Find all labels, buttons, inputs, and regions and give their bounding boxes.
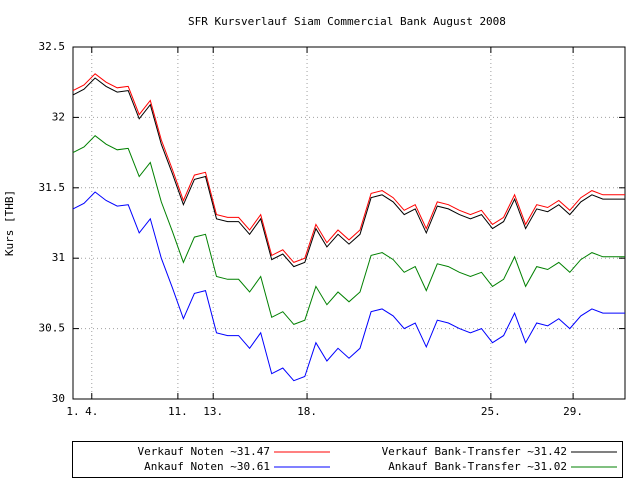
y-tick-label: 32.5 <box>39 40 66 53</box>
legend-label: Ankauf Noten ~30.61 <box>144 460 270 473</box>
chart-title: SFR Kursverlauf Siam Commercial Bank Aug… <box>188 15 506 28</box>
data-line <box>72 135 625 325</box>
x-tick-label: 4. <box>85 405 98 418</box>
y-tick-label: 30.5 <box>39 322 66 335</box>
x-tick-label: 11. <box>168 405 188 418</box>
legend-label: Verkauf Noten ~31.47 <box>138 445 270 458</box>
data-line <box>72 191 625 382</box>
x-tick-label: 13. <box>203 405 223 418</box>
x-tick-label: 25. <box>481 405 501 418</box>
legend-box <box>72 441 623 478</box>
y-tick-label: 31 <box>52 251 65 264</box>
x-tick-label: 29. <box>563 405 583 418</box>
y-tick-label: 30 <box>52 392 65 405</box>
x-tick-label: 1. <box>66 405 79 418</box>
legend-label: Ankauf Bank-Transfer ~31.02 <box>388 460 567 473</box>
plot-frame <box>72 46 626 400</box>
y-tick-label: 32 <box>52 110 65 123</box>
data-line <box>72 73 625 263</box>
data-line <box>72 77 625 268</box>
x-tick-label: 18. <box>297 405 317 418</box>
y-tick-label: 31.5 <box>39 181 66 194</box>
legend-label: Verkauf Bank-Transfer ~31.42 <box>382 445 567 458</box>
y-axis-label: Kurs [THB] <box>3 190 16 256</box>
